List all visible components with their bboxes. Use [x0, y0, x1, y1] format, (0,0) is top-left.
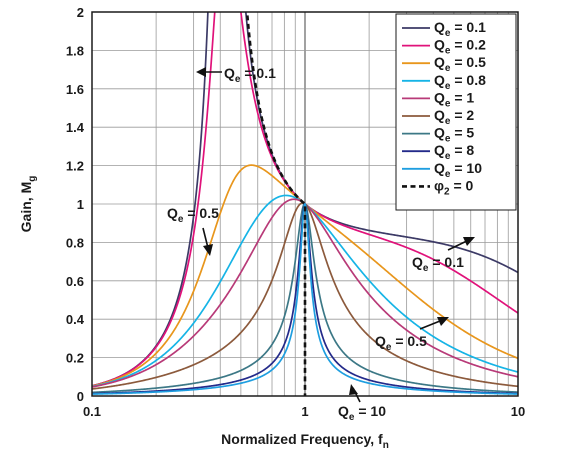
- y-tick-label: 0.2: [66, 351, 84, 366]
- y-axis-title: Gain, Mg: [18, 176, 38, 233]
- annotations: Qe = 0.1 Qe = 0.5 Qe = 0.1 Qe = 0.5 Qe =…: [167, 65, 475, 423]
- legend: Qe = 0.1Qe = 0.2Qe = 0.5Qe = 0.8Qe = 1Qe…: [395, 13, 517, 211]
- legend-label: φ2 = 0: [434, 177, 474, 197]
- legend-items: Qe = 0.1Qe = 0.2Qe = 0.5Qe = 0.8Qe = 1Qe…: [402, 19, 486, 197]
- y-tick-label: 2: [77, 5, 84, 20]
- svg-text:Qe = 0.1: Qe = 0.1: [412, 254, 464, 274]
- x-tick-label: 1: [301, 404, 308, 419]
- legend-label: Qe = 2: [434, 107, 474, 127]
- annotation-qe-0.5-left: Qe = 0.5: [167, 205, 219, 256]
- svg-text:Qe = 0.5: Qe = 0.5: [167, 205, 219, 225]
- svg-text:Qe = 10: Qe = 10: [338, 403, 386, 423]
- y-tick-label: 1: [77, 197, 84, 212]
- svg-text:Qe = 0.1: Qe = 0.1: [224, 65, 276, 85]
- legend-label: Qe = 0.2: [434, 37, 486, 57]
- legend-label: Qe = 5: [434, 125, 474, 145]
- plot-frame: [91, 11, 519, 397]
- tick-labels: 0 0.2 0.4 0.6 0.8 1 1.2 1.4 1.6 1.8 2 0.1 1 10: [66, 5, 525, 419]
- x-tick-label: 0.1: [83, 404, 101, 419]
- x-axis-title: Normalized Frequency, fn: [221, 431, 389, 451]
- y-tick-label: 0: [77, 389, 84, 404]
- annotation-qe-10: Qe = 10: [338, 384, 386, 423]
- svg-text:Qe = 0.5: Qe = 0.5: [375, 333, 427, 353]
- y-tick-label: 1.2: [66, 159, 84, 174]
- y-tick-label: 0.6: [66, 274, 84, 289]
- legend-label: Qe = 0.8: [434, 72, 486, 92]
- legend-label: Qe = 10: [434, 160, 482, 180]
- annotation-qe-0.1-left: Qe = 0.1: [196, 65, 276, 85]
- legend-label: Qe = 8: [434, 142, 474, 162]
- annotation-qe-0.1-right: Qe = 0.1: [412, 237, 475, 274]
- annotation-qe-0.5-right: Qe = 0.5: [375, 317, 449, 353]
- y-tick-label: 1.4: [66, 120, 85, 135]
- legend-box: [395, 13, 517, 211]
- series-line: [92, 203, 518, 395]
- y-tick-label: 1.8: [66, 43, 84, 58]
- series-line: [245, 12, 307, 396]
- x-tick-label: 10: [511, 404, 525, 419]
- legend-label: Qe = 1: [434, 89, 474, 109]
- y-tick-label: 1.6: [66, 82, 84, 97]
- curves: [92, 12, 518, 396]
- legend-label: Qe = 0.5: [434, 54, 486, 74]
- y-tick-label: 0.8: [66, 235, 84, 250]
- legend-label: Qe = 0.1: [434, 19, 486, 39]
- y-tick-label: 0.4: [66, 312, 85, 327]
